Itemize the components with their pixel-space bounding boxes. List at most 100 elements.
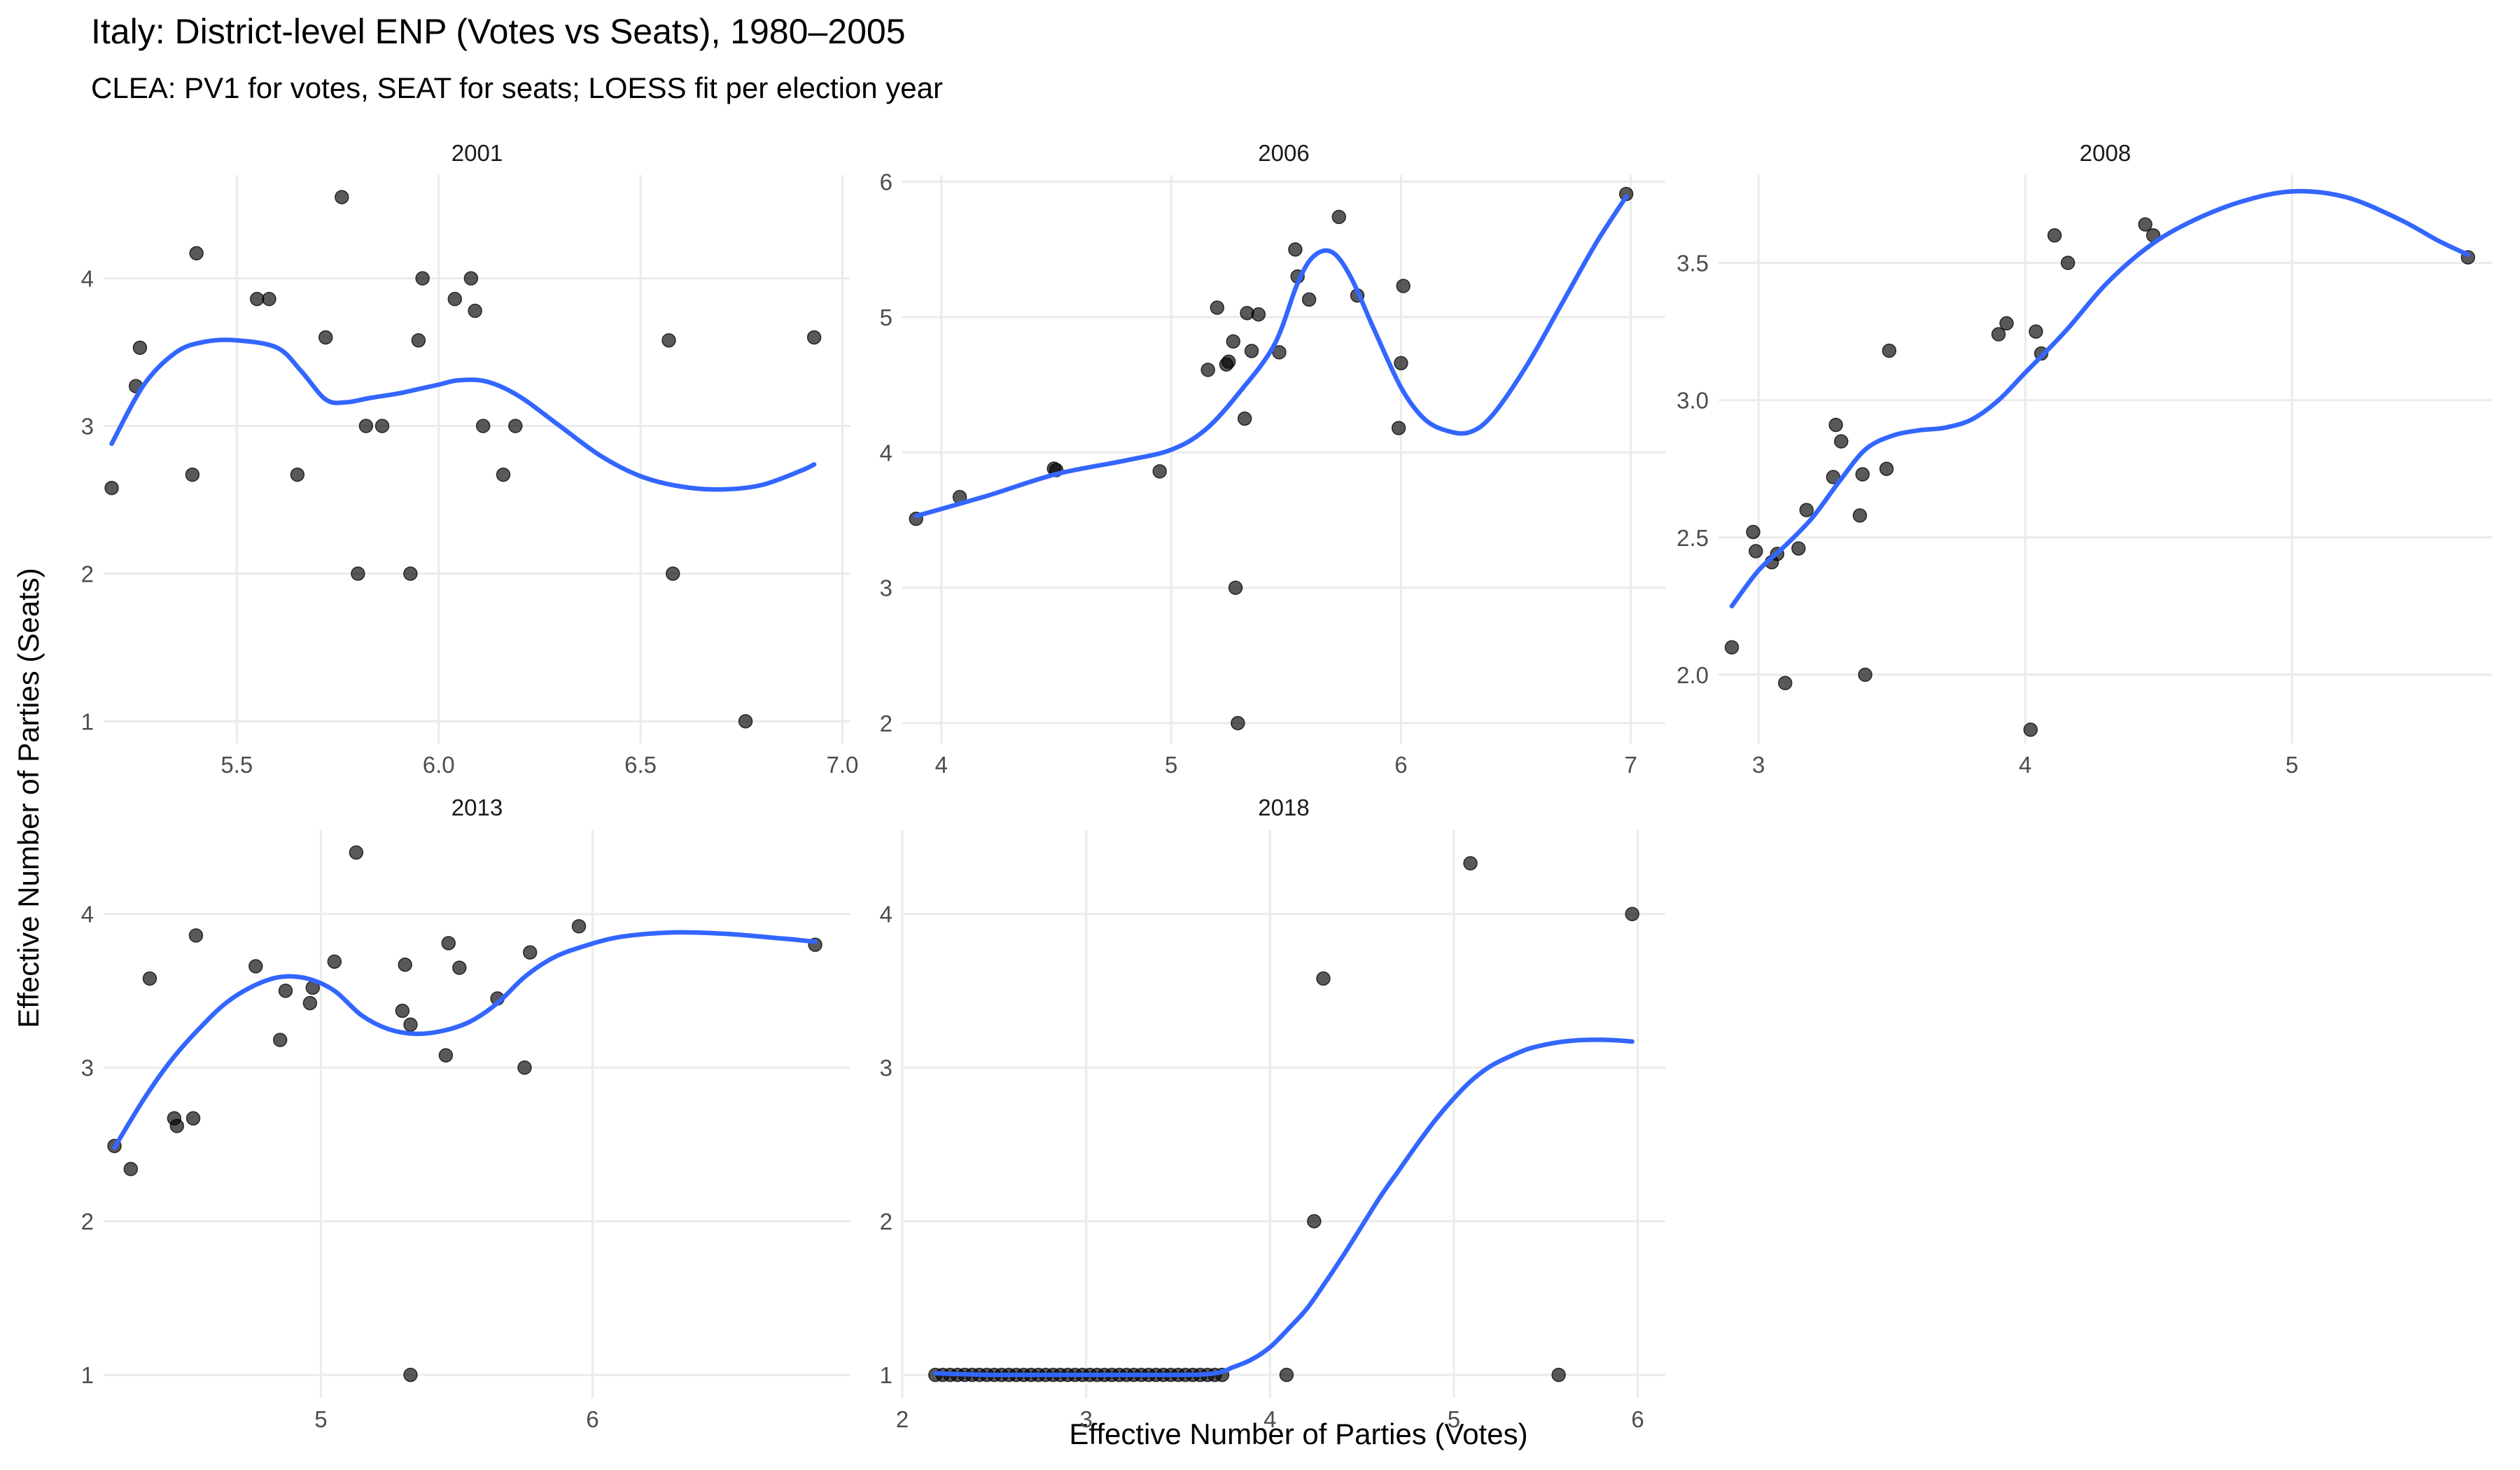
- facet-label: 2006: [1258, 140, 1309, 166]
- data-point: [123, 1161, 139, 1177]
- panel-2013: 2013 5 6 1 2 3 4: [81, 794, 850, 1432]
- data-point: [1244, 344, 1259, 358]
- data-point: [415, 271, 430, 286]
- y-tick-label: 2: [880, 1209, 892, 1235]
- data-point: [262, 291, 276, 307]
- y-axis-title: Effective Number of Parties (Seats): [12, 568, 45, 1028]
- loess-fit-line: [913, 194, 1629, 519]
- data-point: [403, 1017, 418, 1032]
- data-point: [2060, 255, 2076, 270]
- data-point: [1226, 334, 1241, 349]
- data-point: [1991, 327, 2006, 342]
- y-tick-label: 4: [880, 902, 892, 927]
- y-tick-label: 6: [880, 169, 892, 195]
- x-tick-label: 6: [1631, 1406, 1644, 1432]
- data-point: [1221, 354, 1236, 370]
- y-tick-label: 4: [81, 902, 94, 927]
- data-point: [475, 419, 491, 433]
- x-tick-label: 2: [896, 1406, 909, 1432]
- data-point: [1724, 640, 1740, 654]
- chart-subtitle: CLEA: PV1 for votes, SEAT for seats; LOE…: [91, 71, 943, 104]
- x-tick-label: 3: [1752, 752, 1765, 778]
- data-point: [1746, 524, 1760, 540]
- data-point: [738, 714, 753, 729]
- y-tick-label: 2.5: [1676, 525, 1709, 551]
- panel-2008: 2008 3 4 5 2.0 2.5 3.0 3.5: [1676, 140, 2492, 778]
- facet-label: 2008: [2080, 140, 2131, 166]
- y-tick-label: 1: [81, 708, 94, 734]
- data-point: [189, 246, 204, 261]
- chart-title: Italy: District-level ENP (Votes vs Seat…: [91, 12, 906, 51]
- data-point: [1331, 209, 1347, 225]
- x-tick-label: 6: [1394, 752, 1407, 778]
- panel-2001: 2001 5.5 6.0 6.5 7.0 1 2 3 4: [81, 140, 859, 778]
- data-point: [1855, 467, 1870, 482]
- x-tick-label: 5: [1165, 752, 1177, 778]
- data-point: [463, 271, 479, 286]
- y-tick-label: 2: [81, 561, 94, 587]
- data-point: [571, 919, 587, 934]
- data-point: [1625, 906, 1639, 921]
- x-tick-label: 5.5: [220, 752, 253, 778]
- data-point: [1288, 242, 1303, 257]
- data-point: [272, 1032, 288, 1047]
- x-tick-label: 5: [314, 1406, 327, 1432]
- loess-fit-line: [933, 1037, 1634, 1378]
- facet-label: 2001: [451, 140, 503, 166]
- data-point: [1210, 300, 1225, 315]
- data-point: [1799, 503, 1814, 517]
- data-point: [1882, 343, 1897, 358]
- data-point: [1999, 316, 2014, 331]
- facet-label: 2013: [451, 794, 503, 820]
- y-tick-label: 3: [81, 414, 94, 440]
- y-tick-label: 2: [81, 1209, 94, 1235]
- data-point: [186, 1111, 201, 1126]
- y-tick-label: 3: [880, 575, 892, 601]
- x-tick-label: 6.0: [423, 752, 455, 778]
- data-point: [411, 332, 426, 348]
- data-point: [169, 1119, 185, 1133]
- data-point: [185, 467, 200, 482]
- data-point: [358, 419, 374, 433]
- data-point: [374, 419, 390, 433]
- data-point: [403, 566, 418, 581]
- y-tick-label: 4: [81, 266, 94, 292]
- data-point: [522, 945, 538, 960]
- data-point: [248, 959, 263, 974]
- facet-panels: 2001 5.5 6.0 6.5 7.0 1 2 3 4 2006 4 5 6 7 2 3 4 5 6 2008 3 4 5…: [81, 140, 2492, 1432]
- data-point: [1301, 292, 1317, 307]
- data-point: [1852, 508, 1868, 523]
- data-point: [1858, 667, 1872, 682]
- data-point: [302, 995, 318, 1011]
- data-point: [349, 845, 364, 860]
- data-point: [662, 332, 676, 348]
- x-tick-label: 7.0: [827, 752, 859, 778]
- data-point: [452, 960, 467, 975]
- y-tick-label: 3.0: [1676, 388, 1709, 414]
- data-point: [188, 928, 204, 943]
- data-point: [441, 936, 456, 951]
- y-tick-label: 3: [880, 1055, 892, 1081]
- data-point: [1879, 461, 1894, 476]
- y-tick-label: 1: [880, 1362, 892, 1388]
- data-point: [438, 1048, 454, 1063]
- data-point: [447, 291, 463, 307]
- data-point: [2047, 228, 2062, 243]
- data-point: [508, 419, 523, 433]
- x-tick-label: 7: [1625, 752, 1637, 778]
- data-point: [1834, 434, 1849, 449]
- x-tick-label: 6.5: [624, 752, 657, 778]
- data-point: [142, 971, 158, 986]
- y-tick-label: 3: [81, 1055, 94, 1081]
- loess-fit-line: [1729, 188, 2470, 609]
- data-point: [806, 330, 822, 345]
- x-tick-label: 3: [1079, 1406, 1092, 1432]
- data-point: [1391, 421, 1406, 435]
- data-point: [132, 340, 148, 356]
- data-point: [1307, 1214, 1322, 1228]
- data-point: [1251, 307, 1266, 322]
- data-point: [1152, 464, 1167, 479]
- data-point: [1237, 411, 1252, 426]
